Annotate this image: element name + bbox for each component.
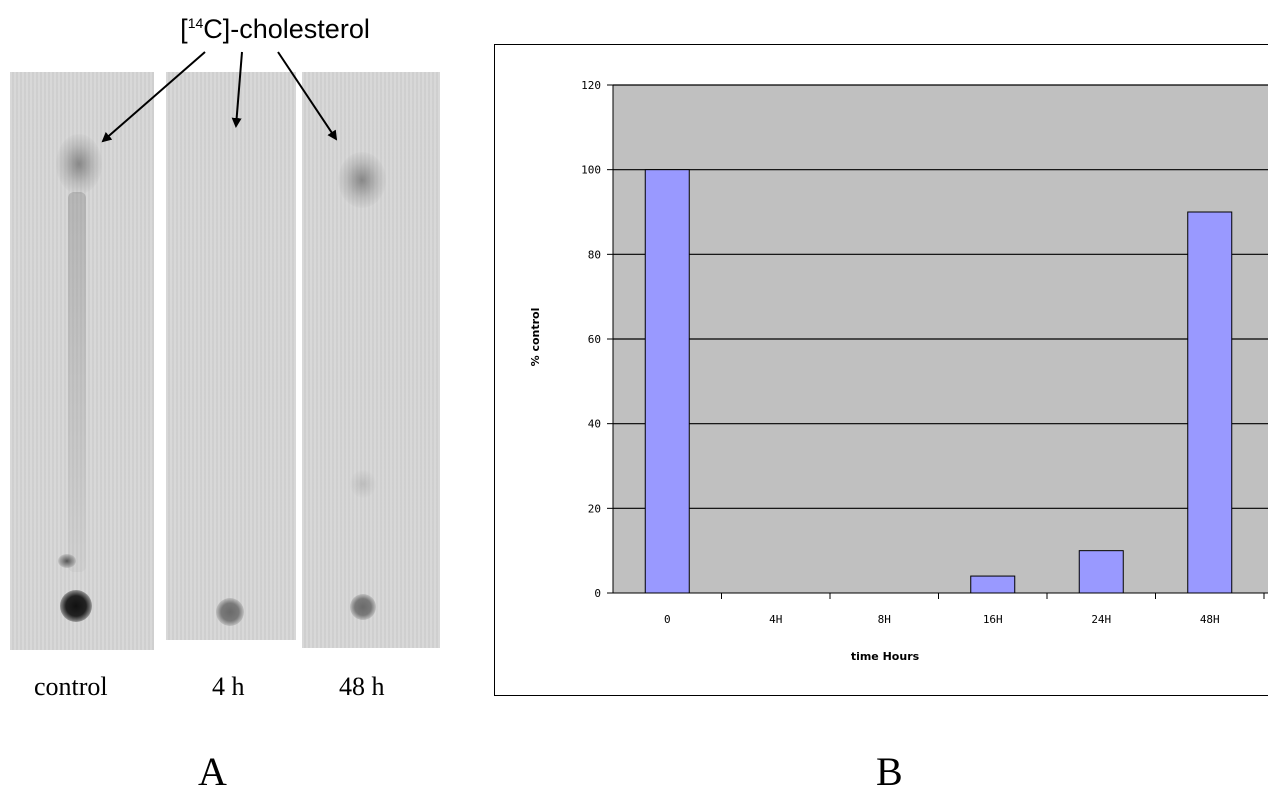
cholesterol-spot [338, 152, 386, 208]
lane-4h-image [166, 72, 296, 640]
lane-label-control: control [34, 672, 108, 701]
x-tick-label: 4H [769, 613, 782, 626]
x-axis-title: time Hours [851, 650, 920, 663]
y-tick-label: 120 [581, 79, 601, 92]
x-tick-label: 0 [664, 613, 671, 626]
arrow-to-48h [277, 51, 338, 141]
y-tick-label: 100 [581, 164, 601, 177]
y-tick-label: 0 [594, 587, 601, 600]
bar-chart: 0 20 40 60 80 100 120 0 4H 8H 16H 24H 48H % control… [529, 79, 1268, 663]
minor-spot [58, 554, 76, 568]
x-tick-label: 8H [878, 613, 891, 626]
lane-48h-image [302, 72, 440, 648]
y-tick-label: 20 [588, 502, 601, 515]
panel-letter-b: B [876, 749, 903, 794]
lane-streak [68, 192, 86, 572]
lane-control-image [10, 72, 154, 650]
origin-spot [60, 590, 92, 622]
lane-label-4h: 4 h [212, 672, 245, 701]
lane-label-48h: 48 h [339, 672, 385, 701]
origin-spot [350, 594, 376, 620]
bar-0 [644, 169, 690, 594]
x-tick-label: 16H [983, 613, 1003, 626]
cholesterol-marker-label: [14C]-cholesterol [180, 14, 370, 44]
tlc-panel-a: [14C]-cholesterol control 4 h 48 h A [0, 0, 470, 794]
y-tick-label: 80 [588, 248, 601, 261]
bar-48H [1187, 211, 1233, 594]
bar-16H [970, 575, 1016, 594]
y-tick-label: 40 [588, 418, 601, 431]
panel-letter-a: A [198, 749, 227, 794]
origin-spot [216, 598, 244, 626]
bar-24H [1078, 550, 1124, 594]
arrow-to-4h [231, 51, 243, 128]
marker-arrows [101, 51, 338, 143]
cholesterol-spot [56, 134, 102, 194]
y-axis-title: % control [529, 308, 542, 367]
x-tick-label: 24H [1091, 613, 1111, 626]
y-tick-label: 60 [588, 333, 601, 346]
arrow-to-control [101, 51, 206, 143]
x-tick-label: 48H [1200, 613, 1220, 626]
faint-spot [350, 470, 376, 498]
bar-chart-frame: 0 20 40 60 80 100 120 0 4H 8H 16H 24H 48H % control… [494, 44, 1268, 696]
